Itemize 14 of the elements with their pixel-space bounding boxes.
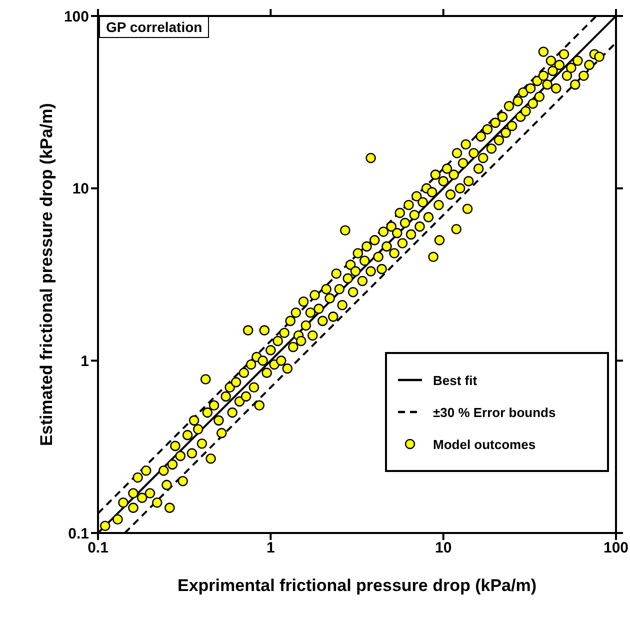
x-axis-title: Exprimental frictional pressure drop (kPa/m) bbox=[178, 576, 536, 596]
legend-label: ±30 % Error bounds bbox=[433, 404, 556, 420]
x-tick-label: 0.1 bbox=[88, 540, 108, 557]
y-tick-label: 10 bbox=[72, 180, 89, 198]
x-tick-label: 1 bbox=[266, 540, 275, 557]
annotation: GP correlation bbox=[99, 16, 210, 38]
y-tick-label: 1 bbox=[80, 352, 89, 370]
y-tick-label: 0.1 bbox=[68, 525, 89, 542]
y-axis-title: Estimated frictional pressure drop (kPa/m) bbox=[37, 103, 56, 446]
legend-label: Best fit bbox=[433, 372, 478, 388]
x-tick-label: 100 bbox=[603, 540, 629, 557]
x-tick-label: 10 bbox=[434, 540, 452, 557]
y-tick-label: 100 bbox=[64, 8, 89, 26]
legend-label: Model outcomes bbox=[433, 436, 536, 452]
